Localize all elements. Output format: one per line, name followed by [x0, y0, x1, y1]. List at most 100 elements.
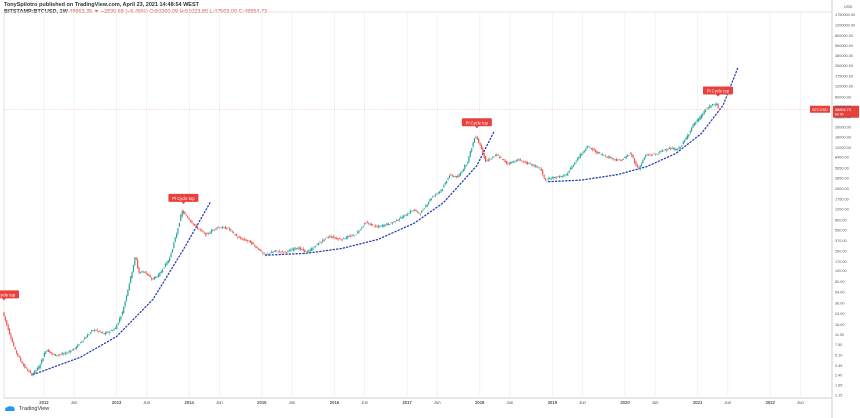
candle-body [223, 227, 225, 228]
candle-body [297, 248, 299, 249]
price-tick-label: 170.00 [835, 260, 847, 264]
candle-body [639, 165, 641, 170]
candle-body [617, 160, 619, 161]
candle-body [504, 160, 506, 163]
candle-body [142, 271, 144, 273]
candle-body [50, 352, 52, 354]
candle-body [317, 242, 320, 246]
candle-body [709, 105, 711, 109]
candle-body [439, 191, 441, 194]
candle-body [522, 161, 524, 163]
candle-body [401, 217, 403, 219]
candle-body [89, 332, 91, 334]
candle-body [29, 370, 32, 373]
candle-body [433, 195, 435, 197]
candle-body [18, 355, 20, 358]
candle-body [253, 245, 256, 246]
candle-body [224, 226, 226, 229]
candle-body [546, 180, 548, 182]
candle-body [276, 250, 278, 252]
pi-cycle-curve [264, 130, 495, 256]
candle-body [99, 330, 101, 333]
candle-body [628, 155, 630, 156]
candle-body [606, 156, 608, 158]
candle-body [640, 163, 643, 166]
candle-body [343, 237, 345, 239]
candle-body [388, 224, 391, 226]
candle-body [631, 153, 633, 156]
candle-body [330, 235, 332, 238]
candle-body [440, 189, 442, 192]
candle-body [220, 227, 222, 229]
candle-body [400, 217, 402, 218]
candle-body [691, 127, 693, 131]
candle-body [120, 316, 122, 320]
candle-body [476, 136, 478, 140]
candle-body [647, 155, 650, 156]
candle-body [386, 223, 388, 226]
candle-body [704, 110, 707, 112]
candle-body [123, 307, 125, 314]
time-axis[interactable]: 2012 Jun 2013 Jun 2014 Jun 2015 Jun 2016 Jun 2017 J… [39, 400, 804, 405]
candle-body [597, 152, 599, 154]
candle-body [394, 221, 396, 222]
candle-body [52, 353, 54, 355]
candle-body [556, 177, 558, 179]
candle-body [659, 151, 661, 153]
candle-body [480, 144, 483, 149]
candle-body [134, 257, 136, 266]
candle-body [113, 329, 115, 331]
candle-body [301, 249, 303, 250]
price-tick-label: 18000.00 [835, 135, 851, 139]
candle-body [167, 260, 169, 263]
candle-body [674, 148, 676, 151]
candle-body [162, 269, 164, 272]
candle-body [594, 150, 597, 153]
candle-body [582, 152, 584, 154]
candle-body [199, 228, 201, 230]
candle-body [25, 367, 27, 369]
candle-body [171, 249, 174, 253]
candle-body [214, 228, 217, 230]
candle-body [679, 147, 682, 149]
candle-body [259, 248, 261, 252]
candle-body [114, 327, 116, 329]
candle-body [111, 330, 114, 332]
price-tag [833, 105, 859, 118]
candle-body [42, 358, 44, 362]
candle-body [139, 272, 142, 274]
pi-cycle-label-box [702, 86, 733, 95]
candle-body [529, 163, 531, 164]
candle-body [579, 153, 581, 158]
candle-body [553, 176, 555, 179]
candle-body [635, 161, 637, 166]
price-tick-label: 1750000.00 [835, 13, 855, 17]
candle-body [420, 210, 423, 213]
price-tick-label: 3.45 [835, 364, 842, 368]
candle-body [372, 224, 374, 226]
candle-body [311, 248, 313, 251]
candle-body [567, 173, 569, 176]
candle-body [68, 351, 71, 352]
price-tick-label: 380000.00 [835, 54, 853, 58]
candle-body [285, 252, 288, 254]
candle-body [336, 237, 338, 240]
candle-body [173, 242, 175, 249]
candle-body [38, 366, 40, 370]
candle-body [621, 159, 623, 161]
candle-body [238, 236, 240, 238]
candle-body [308, 250, 310, 253]
candle-body [32, 373, 34, 376]
plot-frame [3, 11, 833, 399]
candle-body [124, 301, 126, 307]
price-axis[interactable]: 1.15 1.65 2.40 3.45 5.10 7.50 11.00 16.00 24.00 3… [835, 4, 855, 397]
candle-body [34, 370, 36, 374]
candle-body [601, 154, 604, 156]
axis-currency-label: USD [844, 4, 853, 9]
candle-body [316, 243, 318, 245]
candle-body [525, 161, 527, 164]
candle-body [578, 157, 580, 159]
time-tick-label: Jun [724, 400, 731, 405]
candle-body [212, 230, 214, 232]
